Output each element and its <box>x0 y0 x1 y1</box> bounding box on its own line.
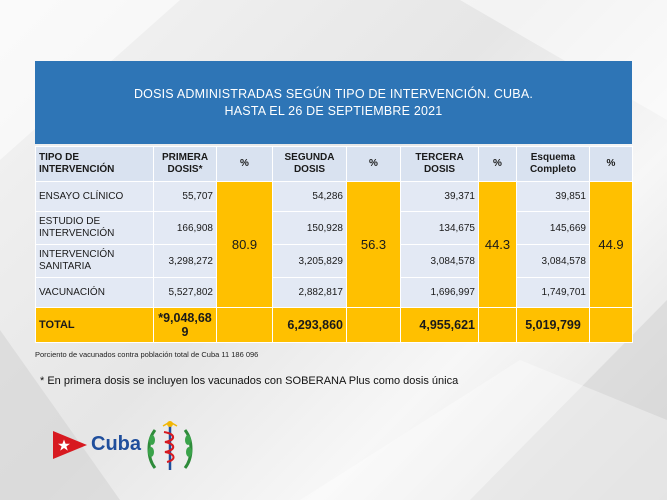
footnote: * En primera dosis se incluyen los vacun… <box>40 375 459 387</box>
pct-esquema: 44.9 <box>589 181 633 308</box>
total-row: TOTAL *9,048,689 6,293,860 4,955,621 5,0… <box>35 307 633 343</box>
table-row: INTERVENCIÓN SANITARIA 3,298,272 3,205,8… <box>35 244 633 278</box>
cell-esquema: 3,084,578 <box>516 244 590 278</box>
cell-primera: 166,908 <box>153 211 217 245</box>
total-esquema: 5,019,799 <box>516 307 590 343</box>
header-row: TIPO DE INTERVENCIÓN PRIMERA DOSIS* % SE… <box>35 146 633 182</box>
population-note: Porciento de vacunados contra población … <box>35 350 259 359</box>
cell-primera: 55,707 <box>153 181 217 212</box>
pct-tercera: 44.3 <box>478 181 517 308</box>
cell-segunda: 2,882,817 <box>272 277 347 308</box>
cell-esquema: 1,749,701 <box>516 277 590 308</box>
header-pct-3: % <box>478 146 517 182</box>
cell-primera: 5,527,802 <box>153 277 217 308</box>
table-row: VACUNACIÓN 5,527,802 2,882,817 1,696,997… <box>35 277 633 308</box>
header-primera: PRIMERA DOSIS* <box>153 146 217 182</box>
cell-segunda: 150,928 <box>272 211 347 245</box>
total-pct-empty <box>589 307 633 343</box>
cuba-logo-word: Cuba <box>91 433 141 455</box>
cell-tercera: 3,084,578 <box>400 244 479 278</box>
table-row: ENSAYO CLÍNICO 55,707 80.9 54,286 56.3 3… <box>35 181 633 308</box>
total-pct-empty <box>478 307 517 343</box>
title-line-1: DOSIS ADMINISTRADAS SEGÚN TIPO DE INTERV… <box>133 86 534 101</box>
title-line-2: HASTA EL 26 DE SEPTIEMBRE 2021 <box>224 103 443 118</box>
header-tercera: TERCERA DOSIS <box>400 146 479 182</box>
header-esquema: Esquema Completo <box>516 146 590 182</box>
pct-segunda: 56.3 <box>346 181 401 308</box>
cell-tercera: 1,696,997 <box>400 277 479 308</box>
cell-tercera: 39,371 <box>400 181 479 212</box>
row-label: VACUNACIÓN <box>35 277 154 308</box>
cell-segunda: 3,205,829 <box>272 244 347 278</box>
table-row: ESTUDIO DE INTERVENCIÓN 166,908 150,928 … <box>35 211 633 245</box>
health-emblem-icon <box>147 421 193 470</box>
header-pct-1: % <box>216 146 273 182</box>
header-segunda: SEGUNDA DOSIS <box>272 146 347 182</box>
cell-primera: 3,298,272 <box>153 244 217 278</box>
cuba-flag-icon <box>53 431 87 459</box>
table-title: DOSIS ADMINISTRADAS SEGÚN TIPO DE INTERV… <box>35 61 632 144</box>
pct-primera: 80.9 <box>216 181 273 308</box>
row-label: ESTUDIO DE INTERVENCIÓN <box>35 211 154 245</box>
cell-tercera: 134,675 <box>400 211 479 245</box>
header-pct-4: % <box>589 146 633 182</box>
cell-esquema: 145,669 <box>516 211 590 245</box>
row-label: ENSAYO CLÍNICO <box>35 181 154 212</box>
header-pct-2: % <box>346 146 401 182</box>
total-pct-empty <box>346 307 401 343</box>
row-label: INTERVENCIÓN SANITARIA <box>35 244 154 278</box>
total-segunda: 6,293,860 <box>272 307 347 343</box>
cuba-logo: Cuba <box>53 425 143 465</box>
total-primera: *9,048,689 <box>153 307 217 343</box>
cell-segunda: 54,286 <box>272 181 347 212</box>
header-tipo: TIPO DE INTERVENCIÓN <box>35 146 154 182</box>
total-label: TOTAL <box>35 307 154 343</box>
cell-esquema: 39,851 <box>516 181 590 212</box>
total-pct-empty <box>216 307 273 343</box>
total-tercera: 4,955,621 <box>400 307 479 343</box>
doses-table: TIPO DE INTERVENCIÓN PRIMERA DOSIS* % SE… <box>35 146 633 343</box>
